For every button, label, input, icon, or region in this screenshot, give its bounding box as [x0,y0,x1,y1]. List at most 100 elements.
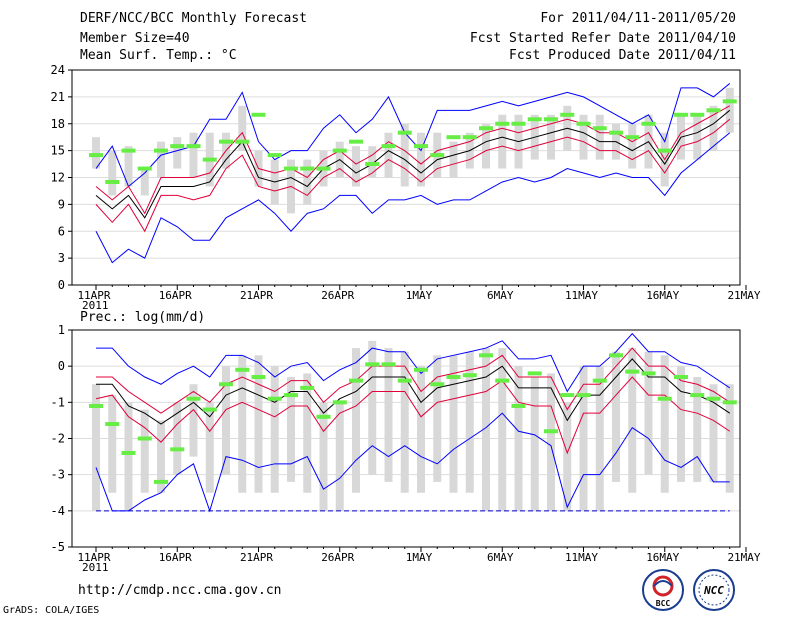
observed-marker [121,148,136,153]
observed-marker [121,450,136,455]
series-min-line [95,412,730,513]
spread-box [400,351,409,493]
spread-box [465,351,474,493]
spread-box [579,114,588,160]
observed-marker [365,162,380,167]
spread-box [108,150,117,196]
observed-marker [186,396,201,401]
y-tick-label: 6 [58,224,65,238]
spread-box [238,355,247,493]
observed-marker [202,157,217,162]
observed-marker [674,375,688,380]
observed-marker [722,99,737,104]
observed-marker [495,378,510,383]
y-tick-label: 21 [51,90,65,104]
ncc-logo: NCC [692,568,736,612]
spread-box [319,402,328,511]
observed-marker [495,121,510,126]
spread-box [612,351,620,482]
y-tick-label: 24 [51,63,65,77]
y-tick-label: -4 [51,504,65,518]
observed-marker [560,393,575,398]
spread-box [92,137,100,169]
observed-marker [349,139,363,144]
spread-box [189,132,198,178]
y-tick-label: -3 [51,468,65,482]
spread-box [157,420,165,493]
spread-box [335,402,344,511]
y-tick-label: -5 [51,540,65,554]
y-tick-label: 3 [58,251,65,265]
observed-marker [560,112,575,117]
observed-marker [430,382,445,387]
observed-marker [397,130,412,135]
spread-box [173,402,182,475]
observed-marker [479,126,493,131]
observed-marker [219,382,233,387]
observed-marker [544,429,558,434]
series-lower-line [95,118,731,233]
observed-marker [251,112,266,117]
x-tick-label: 16APR [159,551,192,564]
spread-box [547,114,555,160]
x-tick-label: 11APR [77,551,110,564]
observed-marker [609,353,623,358]
observed-marker [381,144,396,149]
spread-box [595,114,604,160]
x-tick-label: 26APR [321,289,354,302]
series-max-line [95,83,731,188]
spread-box [108,395,117,493]
observed-marker [154,148,168,153]
observed-marker [625,369,640,374]
x-tick-label: 11APR [77,289,110,302]
spread-box [482,348,490,511]
produced-date: Fcst Produced Date 2011/04/11 [509,48,736,63]
x-tick-label: 16MAY [646,289,679,302]
spread-box [140,168,149,196]
x-tick-label: 21MAY [727,289,760,302]
x-tick-label: 16MAY [646,551,679,564]
y-tick-label: -2 [51,432,65,446]
observed-marker [414,367,428,372]
observed-marker [722,400,737,405]
spread-box [449,141,458,178]
spread-box [189,384,198,457]
observed-marker [625,135,640,140]
observed-marker [235,367,250,372]
observed-marker [170,144,185,149]
observed-marker [706,108,721,113]
spread-box [352,146,360,187]
series-lower-line [95,376,731,455]
observed-marker [592,126,607,131]
y-tick-label: 9 [58,197,65,211]
x-tick-label: 1MAY [406,289,433,302]
bcc-logo: BCC [641,568,685,612]
observed-marker [690,393,705,398]
observed-marker [219,139,233,144]
spread-box [628,348,637,493]
series-upper-line [96,347,731,414]
observed-marker [381,362,396,367]
observed-marker [690,112,705,117]
spread-box [173,137,182,169]
spread-box [417,132,425,187]
spread-box [498,348,507,511]
observed-marker [462,373,477,378]
spread-box [352,348,360,493]
source-url[interactable]: http://cmdp.ncc.cma.gov.cn [78,583,282,598]
precipitation-chart: -5 -4 -3 -2 -1 0 1 11APR 16APR 21APR 26APR 1MAY 6MAY… [51,323,761,574]
spread-box [417,366,425,493]
observed-marker [332,400,347,405]
observed-marker [137,436,152,441]
x-tick-label: 6MAY [487,551,514,564]
spread-box [287,377,295,482]
x-year-label: 2011 [82,299,109,312]
x-year-label: 2011 [82,561,109,574]
grads-credit: GrADS: COLA/IGES [3,605,100,616]
x-tick-label: 26APR [321,551,354,564]
spread-box [124,146,133,187]
observed-marker [462,135,477,140]
observed-marker [365,362,380,367]
series-mean-line [96,358,731,425]
